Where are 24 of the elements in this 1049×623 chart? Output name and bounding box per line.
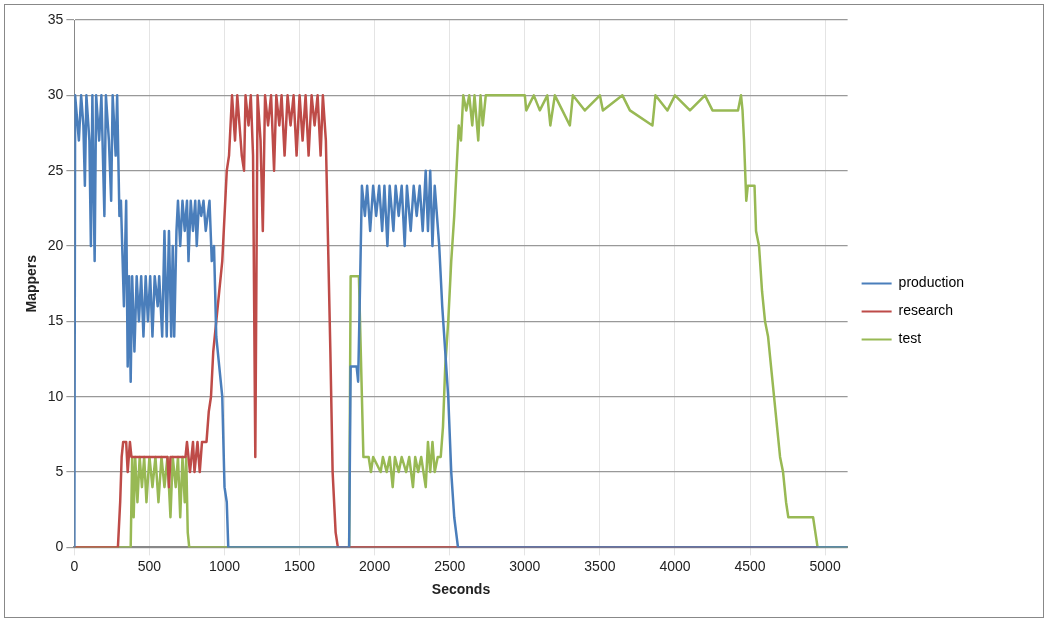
legend-label: research	[898, 302, 954, 319]
y-tick-label: 15	[47, 312, 64, 329]
x-tick-label: 4000	[659, 557, 691, 574]
x-tick-label: 5000	[809, 557, 841, 574]
y-tick-label: 35	[47, 10, 64, 27]
legend-label: production	[898, 274, 965, 291]
x-tick-label: 1500	[284, 557, 316, 574]
y-tick-label: 30	[47, 86, 64, 103]
x-axis-title: Seconds	[431, 581, 491, 598]
y-tick-label: 0	[55, 538, 64, 555]
legend-label: test	[898, 330, 922, 347]
x-tick-label: 3500	[584, 557, 616, 574]
x-tick-label: 3000	[509, 557, 541, 574]
x-tick-label: 2500	[434, 557, 466, 574]
y-tick-label: 5	[55, 462, 64, 479]
y-tick-label: 25	[47, 161, 64, 178]
y-axis-title: Mappers	[23, 254, 40, 313]
x-tick-label: 500	[137, 557, 162, 574]
x-tick-label: 0	[70, 557, 79, 574]
x-tick-label: 1000	[208, 557, 241, 574]
x-tick-label: 2000	[359, 557, 391, 574]
x-tick-label: 4500	[734, 557, 766, 574]
y-tick-label: 20	[47, 236, 64, 253]
y-tick-label: 10	[47, 387, 64, 404]
